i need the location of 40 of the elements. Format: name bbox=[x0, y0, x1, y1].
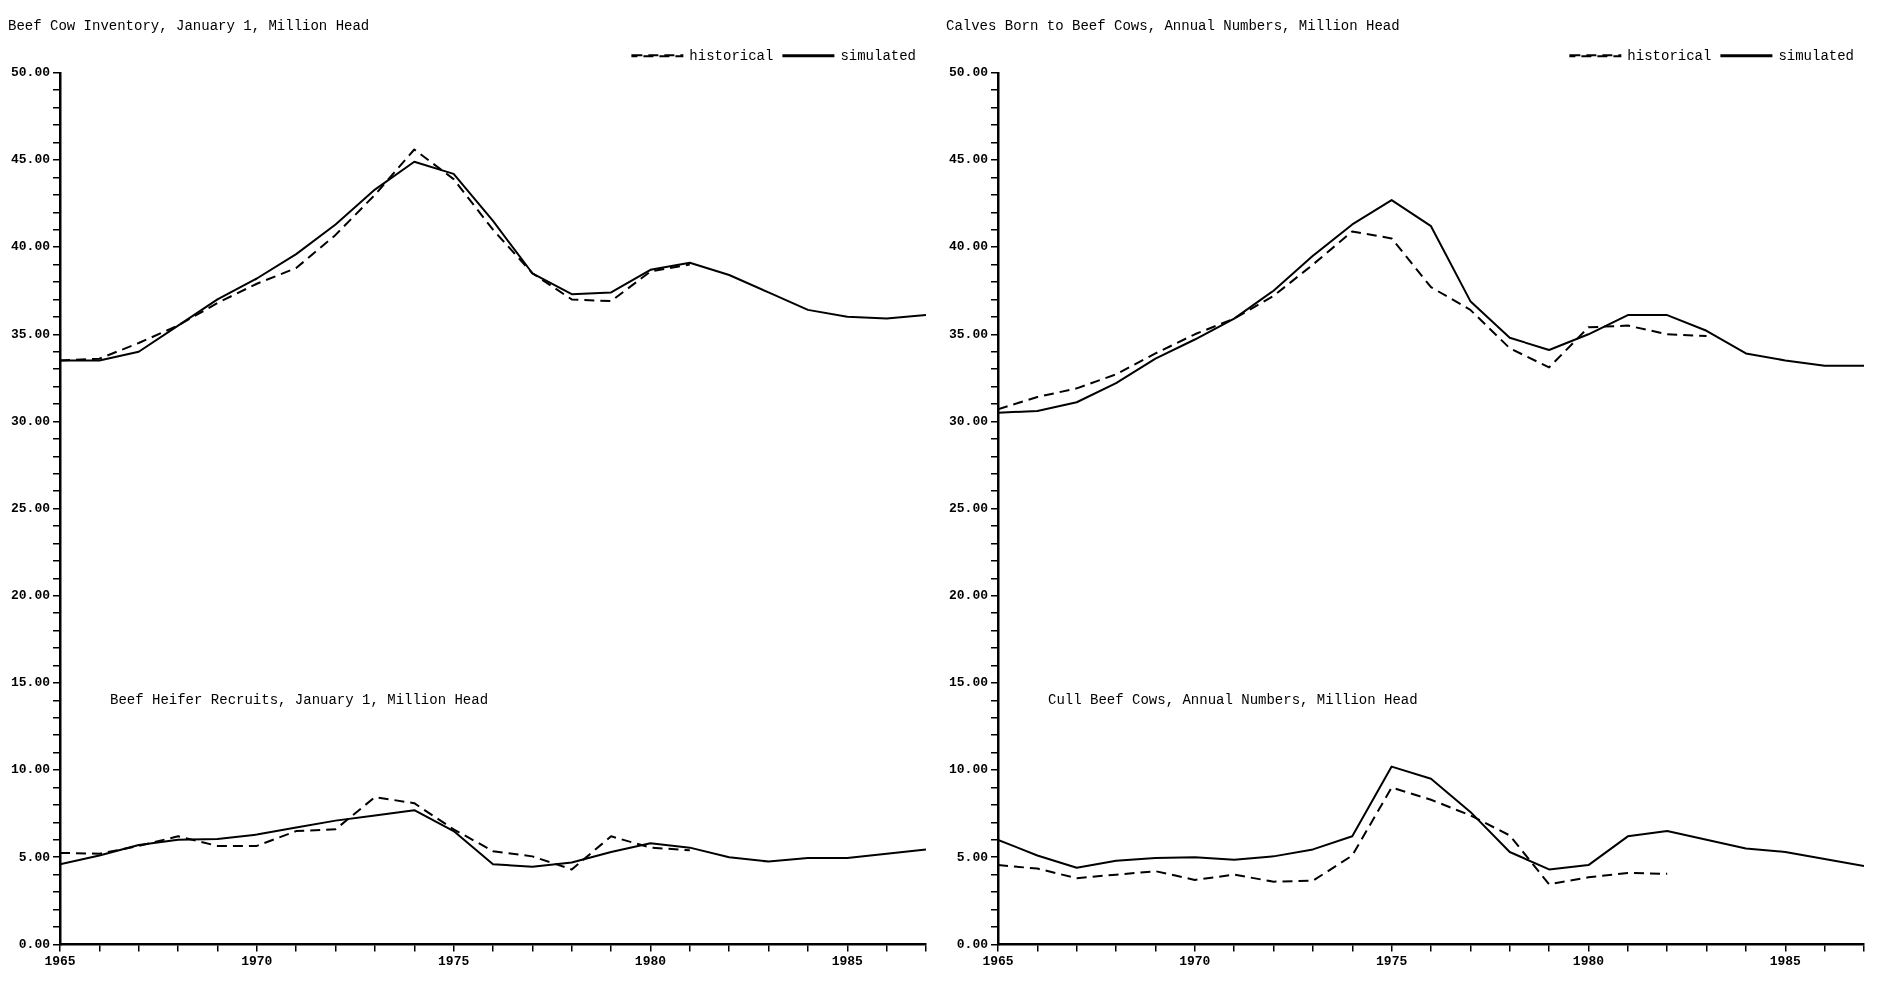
y-tick-label: 30.00 bbox=[948, 413, 989, 429]
y-tick-label: 35.00 bbox=[10, 326, 51, 342]
legend-label: historical bbox=[1627, 47, 1712, 64]
annotation: Cull Beef Cows, Annual Numbers, Million Head bbox=[1048, 692, 1418, 709]
y-tick-label: 20.00 bbox=[948, 588, 989, 604]
y-tick-label: 10.00 bbox=[10, 762, 51, 778]
y-tick-label: 35.00 bbox=[948, 326, 989, 342]
legend-label: simulated bbox=[840, 47, 917, 64]
y-tick-label: 0.00 bbox=[956, 936, 989, 952]
y-tick-label: 15.00 bbox=[948, 675, 989, 691]
annotation: Beef Heifer Recruits, January 1, Million Head bbox=[110, 692, 489, 709]
x-tick-label: 1970 bbox=[241, 954, 273, 970]
y-tick-label: 45.00 bbox=[10, 152, 51, 168]
y-tick-label: 40.00 bbox=[948, 239, 989, 255]
x-tick-label: 1980 bbox=[1572, 954, 1605, 970]
x-tick-label: 1970 bbox=[1179, 954, 1211, 970]
y-tick-label: 50.00 bbox=[10, 65, 51, 81]
x-tick-label: 1975 bbox=[438, 954, 470, 970]
y-tick-label: 45.00 bbox=[948, 152, 989, 168]
legend-label: historical bbox=[689, 47, 774, 64]
legend-label: simulated bbox=[1778, 47, 1855, 64]
chart-title: Beef Cow Inventory, January 1, Million Head bbox=[8, 18, 370, 35]
y-tick-label: 5.00 bbox=[956, 849, 989, 865]
x-tick-label: 1975 bbox=[1376, 954, 1408, 970]
x-tick-label: 1965 bbox=[982, 954, 1014, 970]
y-tick-label: 10.00 bbox=[948, 762, 989, 778]
y-tick-label: 5.00 bbox=[18, 849, 51, 865]
y-tick-label: 25.00 bbox=[948, 500, 989, 516]
x-tick-label: 1985 bbox=[831, 954, 864, 970]
x-tick-label: 1965 bbox=[44, 954, 76, 970]
y-tick-label: 15.00 bbox=[10, 675, 51, 691]
y-tick-label: 50.00 bbox=[948, 65, 989, 81]
y-tick-label: 25.00 bbox=[10, 500, 51, 516]
y-tick-label: 0.00 bbox=[18, 936, 51, 952]
y-tick-label: 40.00 bbox=[10, 239, 51, 255]
y-tick-label: 20.00 bbox=[10, 588, 51, 604]
y-tick-label: 30.00 bbox=[10, 413, 51, 429]
x-tick-label: 1980 bbox=[634, 954, 667, 970]
x-tick-label: 1985 bbox=[1769, 954, 1802, 970]
chart-title: Calves Born to Beef Cows, Annual Numbers, Million Head bbox=[946, 18, 1400, 35]
